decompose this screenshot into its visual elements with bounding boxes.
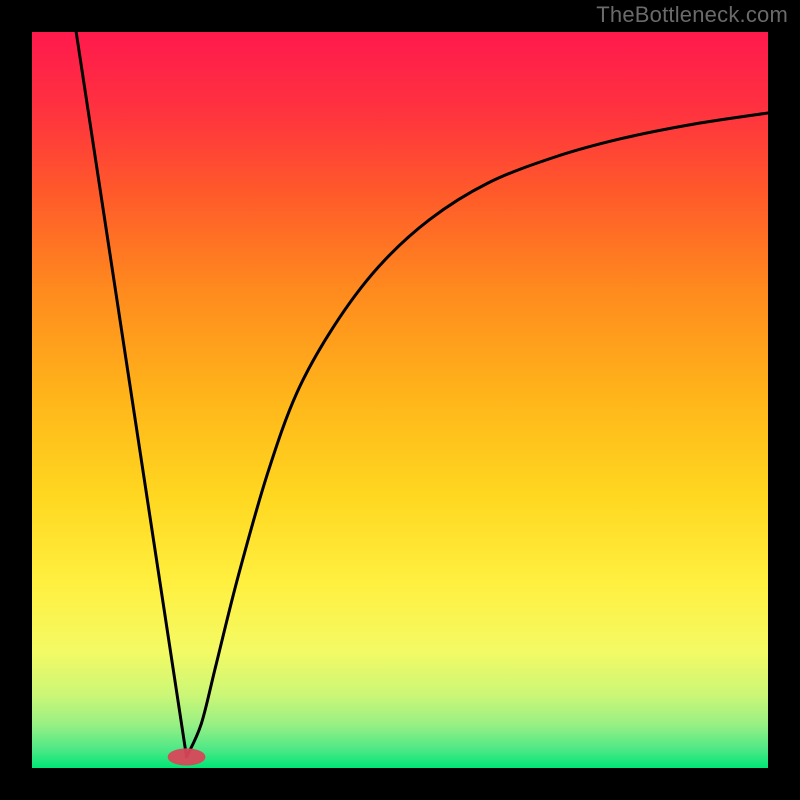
watermark-text: TheBottleneck.com bbox=[596, 2, 788, 28]
bottleneck-chart bbox=[0, 0, 800, 800]
chart-container: TheBottleneck.com bbox=[0, 0, 800, 800]
optimal-marker bbox=[168, 749, 205, 765]
